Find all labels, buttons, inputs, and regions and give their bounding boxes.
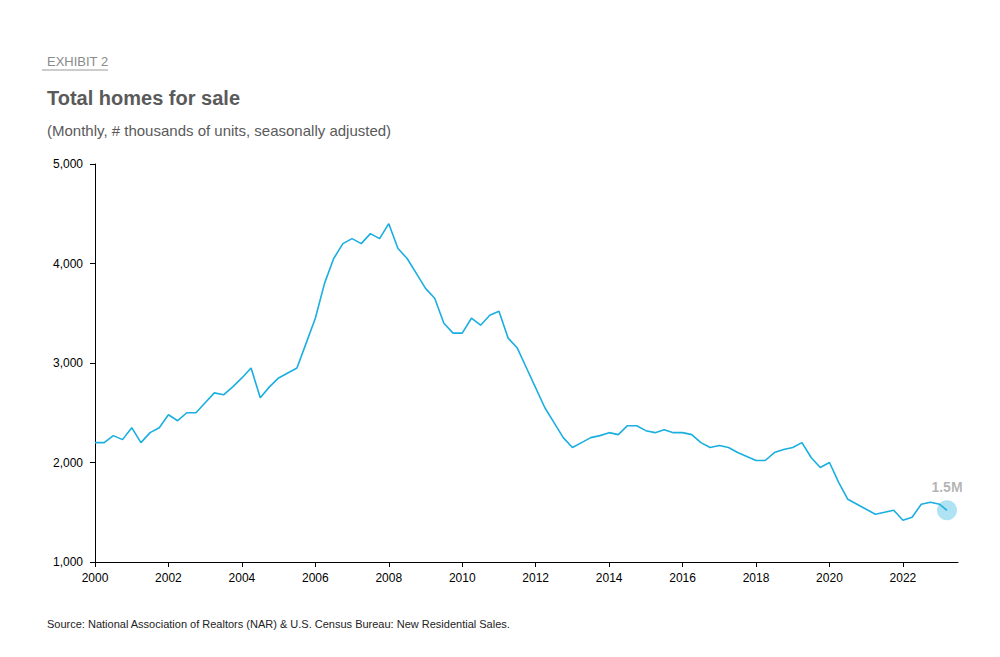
svg-text:2022: 2022 xyxy=(890,571,917,585)
svg-text:4,000: 4,000 xyxy=(53,257,83,271)
svg-text:Total homes for sale: Total homes for sale xyxy=(47,87,240,109)
svg-text:2014: 2014 xyxy=(596,571,623,585)
svg-text:2006: 2006 xyxy=(302,571,329,585)
svg-text:2010: 2010 xyxy=(449,571,476,585)
svg-text:2018: 2018 xyxy=(743,571,770,585)
svg-text:2020: 2020 xyxy=(816,571,843,585)
svg-text:2,000: 2,000 xyxy=(53,456,83,470)
svg-text:2016: 2016 xyxy=(669,571,696,585)
svg-text:2004: 2004 xyxy=(229,571,256,585)
svg-text:2002: 2002 xyxy=(155,571,182,585)
svg-text:2000: 2000 xyxy=(82,571,109,585)
svg-text:EXHIBIT 2: EXHIBIT 2 xyxy=(47,54,108,69)
svg-text:(Monthly, # thousands of units: (Monthly, # thousands of units, seasonal… xyxy=(47,122,391,139)
svg-text:Source: National Association o: Source: National Association of Realtors… xyxy=(47,618,510,630)
svg-text:5,000: 5,000 xyxy=(53,157,83,171)
svg-text:3,000: 3,000 xyxy=(53,356,83,370)
svg-text:2008: 2008 xyxy=(375,571,402,585)
svg-text:2012: 2012 xyxy=(522,571,549,585)
svg-text:1,000: 1,000 xyxy=(53,555,83,569)
svg-text:1.5M: 1.5M xyxy=(931,479,962,495)
